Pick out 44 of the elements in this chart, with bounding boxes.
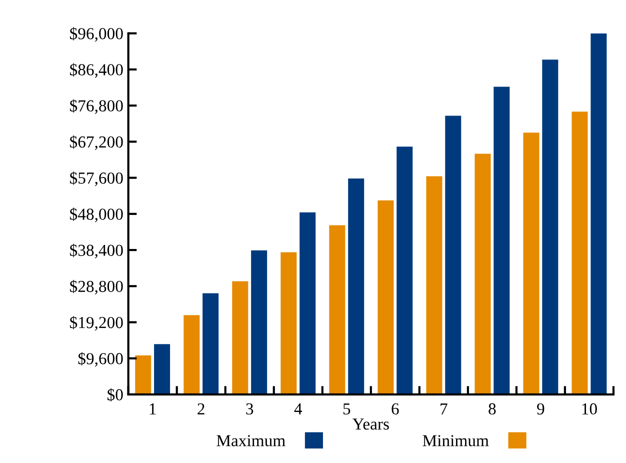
x-axis-title: Years (352, 418, 389, 430)
y-tick-label: $96,000 (70, 27, 123, 42)
x-tick-label: 7 (440, 403, 448, 414)
bar (396, 146, 413, 394)
x-tick-label: 3 (246, 403, 254, 415)
y-tick-label: $19,200 (70, 316, 123, 331)
y-tick-label: $57,600 (70, 172, 123, 186)
bar (232, 281, 248, 394)
y-tick-label: $48,000 (70, 208, 123, 222)
bar (378, 200, 394, 394)
y-tick-label: $28,800 (70, 280, 123, 294)
bar (135, 355, 152, 394)
bar (280, 252, 297, 394)
legend-label: Minimum (422, 435, 489, 446)
y-tick-label: $38,400 (70, 244, 123, 258)
bar (426, 176, 442, 394)
x-tick-label: 4 (294, 403, 302, 414)
x-tick-label: 8 (488, 403, 496, 415)
bar (494, 86, 510, 394)
bar (329, 225, 346, 394)
x-tick-label: 10 (582, 403, 597, 415)
bar (251, 250, 268, 394)
bar (202, 293, 219, 394)
bar (523, 132, 540, 394)
x-tick-label: 1 (150, 403, 156, 414)
x-tick-label: 6 (392, 403, 399, 415)
y-tick-label: $0 (108, 388, 123, 402)
bar (445, 116, 462, 394)
bar (154, 344, 170, 394)
bar (474, 154, 491, 394)
y-tick-label: $67,200 (70, 135, 123, 150)
legend-label: Maximum (216, 435, 286, 446)
y-tick-label: $86,400 (70, 63, 123, 78)
bar (348, 178, 364, 394)
y-tick-label: $9,600 (78, 352, 123, 367)
bar (300, 212, 316, 394)
bar (184, 315, 200, 394)
bar (542, 60, 558, 394)
x-tick-label: 9 (537, 403, 544, 415)
bar (572, 112, 588, 394)
bar (590, 33, 607, 394)
x-tick-label: 5 (343, 403, 350, 415)
x-tick-label: 2 (198, 403, 204, 414)
y-tick-label: $76,800 (70, 99, 123, 114)
